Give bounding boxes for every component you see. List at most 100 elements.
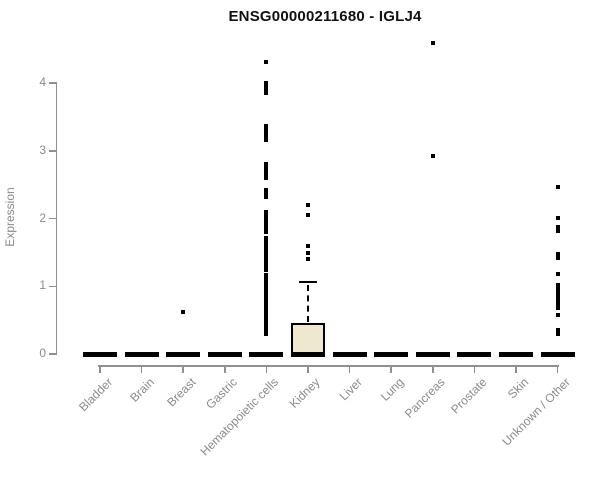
outlier-point xyxy=(264,278,269,283)
x-tick xyxy=(224,366,226,373)
outlier-point xyxy=(555,301,560,306)
outlier-point xyxy=(264,83,269,88)
x-axis-line xyxy=(98,365,559,367)
outlier-point xyxy=(264,91,269,96)
outlier-point xyxy=(264,191,269,196)
outlier-point xyxy=(264,256,269,261)
boxplot-median xyxy=(83,351,117,357)
x-tick xyxy=(556,366,559,373)
x-axis-label: Hematopoietic cells xyxy=(197,375,282,459)
outlier-point xyxy=(264,312,269,317)
x-axis-label: Brain xyxy=(126,375,157,405)
x-tick xyxy=(390,366,392,373)
outlier-point xyxy=(306,243,310,248)
outlier-point xyxy=(264,127,269,132)
outlier-point xyxy=(555,293,560,298)
outlier-point xyxy=(264,331,269,336)
outlier-point xyxy=(555,184,560,189)
x-tick xyxy=(432,366,434,373)
x-axis-label: Breast xyxy=(163,375,199,410)
outlier-point xyxy=(555,289,560,294)
outlier-point xyxy=(264,209,269,214)
x-tick xyxy=(182,366,184,373)
outlier-point xyxy=(264,130,269,135)
outlier-point xyxy=(555,312,560,317)
outlier-point xyxy=(555,305,560,310)
y-tick-label: 3 xyxy=(39,142,46,157)
outlier-point xyxy=(264,219,269,224)
y-tick xyxy=(49,150,56,152)
outlier-point xyxy=(264,253,269,258)
y-tick xyxy=(49,217,56,220)
outlier-point xyxy=(264,172,269,177)
outlier-point xyxy=(264,249,269,254)
outlier-point xyxy=(264,60,269,65)
x-tick xyxy=(99,366,101,373)
y-axis-title: Expression xyxy=(3,187,17,247)
y-tick xyxy=(49,285,56,288)
outlier-point xyxy=(264,263,269,268)
outlier-point xyxy=(555,286,560,291)
outlier-point xyxy=(264,326,269,331)
outlier-point xyxy=(264,138,269,143)
outlier-point xyxy=(264,226,269,231)
x-tick xyxy=(515,366,517,373)
outlier-point xyxy=(264,302,269,307)
x-tick xyxy=(307,366,309,373)
outlier-point xyxy=(264,123,269,128)
outlier-point xyxy=(264,284,269,289)
boxplot-median xyxy=(374,351,409,357)
outlier-point xyxy=(264,236,269,241)
outlier-point xyxy=(181,310,186,315)
outlier-point xyxy=(306,251,310,256)
outlier-point xyxy=(306,212,310,217)
outlier-point xyxy=(306,203,310,208)
outlier-point xyxy=(264,244,269,249)
outlier-point xyxy=(555,252,560,257)
boxplot-whisker-cap xyxy=(299,281,317,284)
outlier-point xyxy=(555,272,560,277)
outlier-point xyxy=(264,310,269,315)
boxplot-median xyxy=(207,351,242,357)
outlier-point xyxy=(264,251,269,256)
outlier-point xyxy=(264,266,269,271)
x-axis-label: Kidney xyxy=(287,375,323,411)
boxplot-median xyxy=(499,351,533,357)
x-tick xyxy=(265,366,268,373)
outlier-point xyxy=(264,307,269,312)
outlier-point xyxy=(264,273,269,278)
boxplot-median xyxy=(166,351,201,357)
outlier-point xyxy=(264,328,269,333)
x-tick xyxy=(140,366,143,373)
outlier-point xyxy=(264,320,269,325)
boxplot-median xyxy=(332,351,367,357)
outlier-point xyxy=(264,323,269,328)
outlier-point xyxy=(264,134,269,139)
outlier-point xyxy=(264,241,269,246)
outlier-point xyxy=(264,294,269,299)
outlier-point xyxy=(306,257,310,262)
y-tick-label: 4 xyxy=(39,75,46,90)
outlier-point xyxy=(264,85,269,90)
outlier-point xyxy=(555,331,560,336)
outlier-point xyxy=(264,287,269,291)
boxplot-median xyxy=(291,351,325,357)
outlier-point xyxy=(264,318,269,323)
outlier-point xyxy=(264,188,269,193)
boxplot-box xyxy=(291,322,325,354)
outlier-point xyxy=(555,255,560,260)
outlier-point xyxy=(264,304,269,309)
outlier-point xyxy=(555,215,560,220)
outlier-point xyxy=(555,225,560,230)
y-tick-label: 0 xyxy=(39,346,46,360)
outlier-point xyxy=(264,223,269,228)
outlier-point xyxy=(264,261,269,266)
boxplot-median xyxy=(124,351,159,357)
outlier-point xyxy=(555,282,560,287)
outlier-point xyxy=(264,80,269,85)
outlier-point xyxy=(430,153,435,158)
x-tick xyxy=(348,366,351,373)
outlier-point xyxy=(430,41,435,46)
x-axis-label: Skin xyxy=(504,375,531,402)
outlier-point xyxy=(264,238,269,243)
